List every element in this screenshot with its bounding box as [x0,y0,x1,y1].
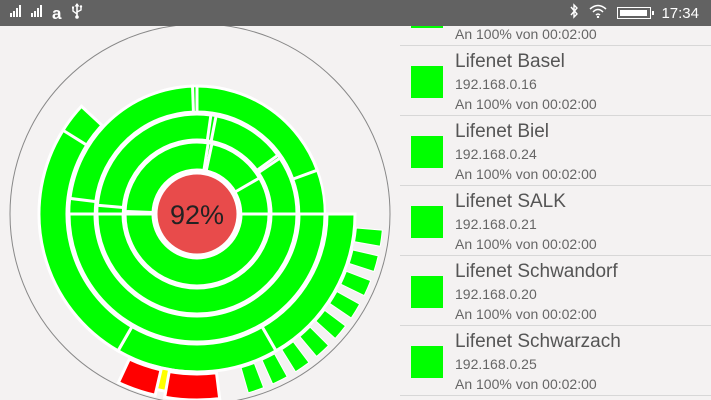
device-ip: 192.168.0.20 [455,286,537,302]
device-list-item[interactable]: Lifenet Schwarzach 192.168.0.25 An 100% vo… [400,326,711,396]
status-swatch [411,346,443,378]
device-ip: 192.168.0.21 [455,216,537,232]
ring-segment-ok[interactable] [37,128,135,353]
amazon-icon: a [52,3,62,23]
ring-segment-ok[interactable] [68,84,195,204]
device-uptime: An 100% von 00:02:00 [455,96,597,112]
center-percentage: 92% [170,200,224,230]
device-uptime: An 100% von 00:02:00 [455,306,597,322]
ring-segment-ok[interactable] [315,309,347,340]
ring-segment-ok[interactable] [340,270,372,297]
status-swatch [411,66,443,98]
sunburst-chart[interactable]: 92% [0,26,400,400]
wifi-icon [589,4,607,23]
status-swatch [411,276,443,308]
device-uptime: An 100% von 00:02:00 [455,376,597,392]
clock: 17:34 [661,4,699,22]
device-uptime: An 100% von 00:02:00 [455,236,597,252]
ring-segment-ok[interactable] [195,84,320,182]
ring-segment-ok[interactable] [123,212,271,288]
ring-segment-ok[interactable] [95,212,299,316]
status-bar: a 17: [0,0,711,26]
center-disc [154,171,240,257]
device-name: Lifenet Basel [455,51,565,72]
device-name: Lifenet Biel [455,121,550,142]
ring-segment-ok[interactable] [67,212,327,344]
usb-icon [71,2,83,24]
ring-segment-ok[interactable] [299,326,330,358]
ring-segment-ok[interactable] [209,114,280,173]
device-list[interactable]: An 100% von 00:02:00 Lifenet Basel 192.168… [400,26,711,400]
device-name: Lifenet SALK [455,191,566,212]
ring-segment-ok[interactable] [123,140,210,215]
notification-area: a [10,2,83,24]
ring-segment-ok[interactable] [240,362,265,394]
signal-icon [10,4,21,22]
device-name: Lifenet Schwandorf [455,261,618,282]
device-ip: 192.168.0.16 [455,76,537,92]
ring-segment-ok[interactable] [204,141,262,195]
device-list-item[interactable]: Lifenet Schwandorf 192.168.0.20 An 100% vo… [400,256,711,326]
device-uptime: An 100% von 00:02:00 [455,26,597,42]
bluetooth-icon [569,2,579,24]
ring-segment-ok[interactable] [328,290,361,319]
status-swatch [411,136,443,168]
signal-icon [31,4,42,22]
battery-icon [617,7,655,19]
device-name: Lifenet Schwarzach [455,331,621,352]
ring-segment-ok[interactable] [261,353,288,385]
system-tray: 17:34 [569,2,699,24]
device-list-item[interactable]: An 100% von 00:02:00 [400,26,711,46]
device-uptime: An 100% von 00:02:00 [455,166,597,182]
ring-segment-error[interactable] [116,357,163,398]
ring-segment-ok[interactable] [95,112,213,210]
device-list-item[interactable]: Lifenet SALK 192.168.0.21 An 100% von 00:0… [400,186,711,256]
device-ip: 192.168.0.24 [455,146,537,162]
ring-segment-ok[interactable] [281,341,310,373]
device-list-item[interactable]: Lifenet Biel 192.168.0.24 An 100% von 00:0… [400,116,711,186]
status-swatch [411,26,443,28]
ring-segment-ok[interactable] [348,249,379,273]
ring-segment-error[interactable] [162,369,222,400]
status-swatch [411,206,443,238]
device-list-item[interactable]: Lifenet Basel 192.168.0.16 An 100% von 00:… [400,46,711,116]
ring-segment-ok[interactable] [353,227,383,247]
device-ip: 192.168.0.25 [455,356,537,372]
